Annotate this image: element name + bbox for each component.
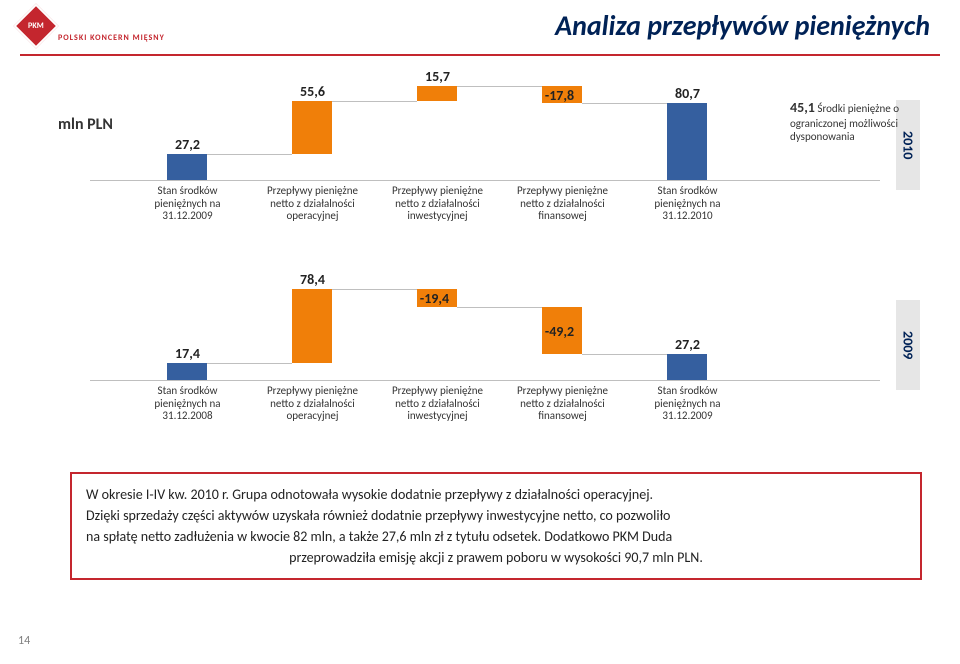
bar: [667, 354, 707, 380]
value-label: 15,7: [380, 68, 495, 85]
page-number: 14: [18, 634, 30, 648]
step-caption: Stan środków pieniężnych na 31.12.2010: [630, 185, 745, 223]
summary-line-3: na spłatę netto zadłużenia w kwocie 82 m…: [86, 526, 906, 547]
summary-textbox: W okresie I-IV kw. 2010 r. Grupa odnotow…: [70, 472, 922, 580]
connector: [457, 86, 542, 87]
value-label: 55,6: [255, 83, 370, 100]
mln-label: mln PLN: [58, 115, 113, 134]
connector: [207, 363, 292, 364]
value-label: -17,8: [502, 87, 617, 104]
title-underline: [20, 54, 940, 56]
step-caption: Przepływy pieniężne netto z działalności…: [255, 185, 370, 223]
logo-brand: DUDA: [58, 10, 165, 35]
value-label: 78,4: [255, 271, 370, 288]
value-label: -19,4: [377, 290, 492, 307]
axis-2010: [90, 180, 880, 181]
step-caption: Stan środków pieniężnych na 31.12.2008: [130, 385, 245, 423]
value-label: 17,4: [130, 345, 245, 362]
step-caption: Przepływy pieniężne netto z działalności…: [380, 185, 495, 223]
bar: [417, 86, 457, 101]
connector: [582, 354, 667, 355]
value-label: 27,2: [130, 136, 245, 153]
step-caption: Przepływy pieniężne netto z działalności…: [380, 385, 495, 423]
step-caption: Stan środków pieniężnych na 31.12.2009: [130, 185, 245, 223]
bar: [292, 101, 332, 154]
connector: [582, 103, 667, 104]
logo-badge: PKM: [13, 4, 58, 49]
aside-2010: 45,1 Środki pieniężne o ograniczonej moż…: [790, 100, 910, 143]
value-label: 80,7: [630, 85, 745, 102]
step-caption: Przepływy pieniężne netto z działalności…: [255, 385, 370, 423]
page-title: Analiza przepływów pieniężnych: [555, 8, 930, 43]
step-caption: Stan środków pieniężnych na 31.12.2009: [630, 385, 745, 423]
bar: [667, 103, 707, 180]
bar: [167, 154, 207, 180]
waterfall-2010: mln PLN 2010 45,1 Środki pieniężne o ogr…: [50, 80, 920, 250]
year-tab-2009: 2009: [896, 300, 920, 390]
bar: [292, 289, 332, 363]
logo: PKM DUDA POLSKI KONCERN MIĘSNY: [20, 10, 165, 42]
waterfall-2009: 2009 17,4 Stan środków pieniężnych na 31.…: [50, 280, 920, 450]
logo-sub: POLSKI KONCERN MIĘSNY: [58, 35, 165, 42]
step-caption: Przepływy pieniężne netto z działalności…: [505, 185, 620, 223]
value-label: 27,2: [630, 336, 745, 353]
value-label: -49,2: [502, 323, 617, 340]
connector: [457, 307, 542, 308]
aside-value: 45,1: [790, 99, 815, 116]
summary-line-1: W okresie I-IV kw. 2010 r. Grupa odnotow…: [86, 484, 906, 505]
bar: [167, 363, 207, 380]
axis-2009: [90, 380, 880, 381]
summary-line-4: przeprowadziła emisję akcji z prawem pob…: [86, 547, 906, 568]
summary-line-2: Dzięki sprzedaży części aktywów uzyskała…: [86, 505, 906, 526]
connector: [332, 289, 417, 290]
connector: [332, 101, 417, 102]
step-caption: Przepływy pieniężne netto z działalności…: [505, 385, 620, 423]
connector: [207, 154, 292, 155]
